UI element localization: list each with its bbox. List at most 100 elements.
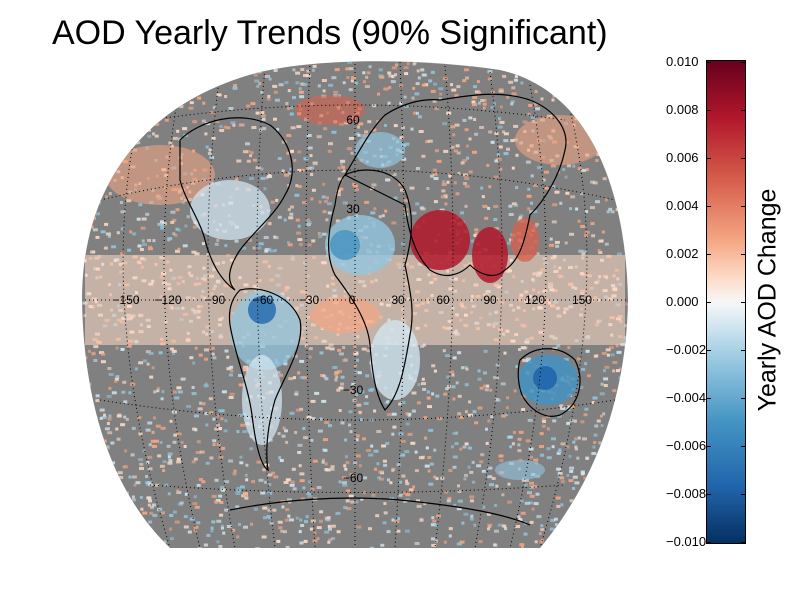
trend-cell [534, 90, 538, 94]
trend-cell [519, 214, 524, 218]
trend-cell [565, 191, 570, 195]
trend-cell [433, 177, 439, 180]
trend-cell [433, 200, 438, 204]
trend-cell [252, 246, 256, 250]
trend-cell [126, 132, 132, 136]
trend-cell [83, 381, 86, 385]
trend-cell [581, 472, 585, 475]
trend-cell [176, 489, 180, 493]
trend-cell [387, 101, 391, 105]
trend-cell [86, 149, 91, 153]
trend-cell [310, 173, 314, 176]
trend-cell [360, 497, 364, 501]
colorbar-tick-label: 0.004 [666, 198, 699, 213]
trend-cell [343, 506, 348, 510]
trend-cell [174, 520, 180, 524]
trend-cell [405, 493, 411, 497]
trend-cell [590, 180, 596, 184]
trend-cell [134, 541, 140, 545]
trend-cell [424, 464, 430, 468]
trend-cell [418, 456, 424, 460]
trend-cell [97, 93, 101, 97]
trend-cell [167, 461, 173, 465]
trend-cell [417, 383, 421, 387]
trend-cell [583, 413, 588, 417]
trend-cell [288, 171, 292, 175]
trend-cell [361, 347, 367, 351]
trend-cell [193, 457, 198, 461]
trend-cell [299, 407, 304, 411]
trend-cell [355, 454, 361, 458]
trend-cell [468, 116, 473, 120]
trend-cell [328, 83, 334, 87]
trend-cell [451, 445, 454, 449]
colorbar-tick [706, 62, 711, 63]
trend-cell [496, 376, 500, 380]
trend-cell [477, 369, 481, 373]
trend-cell [348, 494, 354, 498]
trend-cell [372, 104, 376, 108]
trend-cell [470, 499, 474, 503]
trend-cell [108, 386, 112, 390]
trend-cell [378, 470, 384, 474]
trend-cell [625, 215, 628, 219]
trend-cell [582, 437, 587, 441]
trend-cell [617, 90, 622, 94]
trend-cell [520, 511, 526, 515]
trend-cell [334, 378, 338, 382]
trend-cell [100, 61, 104, 65]
trend-cell [510, 139, 515, 143]
trend-cell [107, 431, 113, 435]
trend-cell [526, 357, 531, 361]
trend-cell [562, 168, 566, 172]
trend-cell [321, 458, 325, 462]
trend-cell [273, 69, 278, 72]
trend-cell [172, 88, 178, 92]
trend-cell [612, 528, 617, 532]
trend-cell [263, 187, 267, 191]
trend-cell [289, 483, 295, 487]
trend-cell [256, 84, 260, 88]
longitude-label: 90 [483, 293, 497, 307]
trend-cell [512, 431, 516, 434]
trend-cell [569, 469, 574, 473]
trend-cell [203, 384, 209, 388]
trend-cell [343, 464, 347, 468]
trend-cell [338, 187, 344, 191]
trend-cell [453, 181, 457, 185]
trend-cell [182, 127, 188, 131]
trend-cell [484, 388, 489, 392]
trend-cell [432, 172, 438, 176]
trend-cell [260, 176, 266, 180]
trend-cell [108, 132, 114, 136]
trend-cell [297, 451, 302, 454]
trend-cell [535, 79, 541, 83]
trend-cell [297, 224, 301, 228]
trend-cell [277, 432, 281, 436]
trend-cell [415, 167, 420, 170]
trend-cell [522, 120, 528, 124]
trend-cell [272, 84, 278, 88]
trend-cell [285, 478, 291, 482]
trend-cell [574, 447, 578, 451]
trend-cell [221, 446, 226, 450]
trend-cell [533, 103, 538, 106]
trend-cell [216, 442, 221, 446]
trend-cell [123, 63, 129, 66]
trend-cell [243, 493, 249, 497]
trend-cell [145, 482, 149, 486]
trend-cell [554, 240, 560, 244]
trend-cell [128, 475, 132, 479]
trend-cell [142, 359, 147, 363]
trend-cell [502, 524, 507, 528]
trend-cell [414, 450, 418, 454]
trend-cell [301, 168, 305, 172]
trend-cell [338, 352, 344, 356]
trend-cell [87, 165, 91, 169]
trend-cell [239, 455, 243, 459]
trend-cell [552, 419, 557, 423]
trend-cell [298, 530, 302, 534]
trend-cell [177, 390, 183, 394]
trend-cell [139, 467, 144, 470]
trend-cell [98, 149, 103, 153]
